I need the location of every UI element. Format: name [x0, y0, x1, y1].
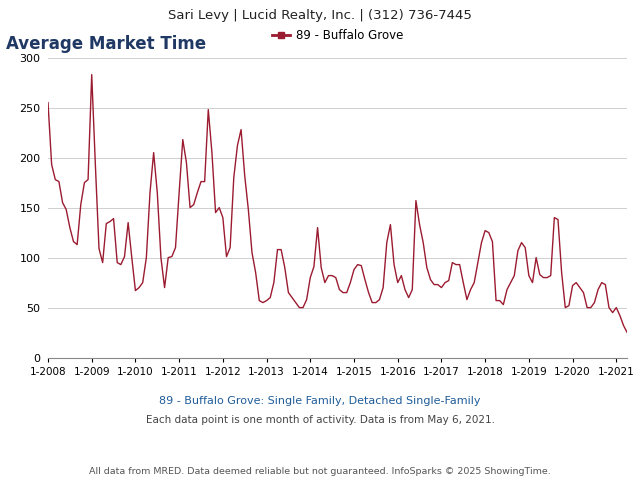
Legend: 89 - Buffalo Grove: 89 - Buffalo Grove: [268, 24, 408, 47]
Text: Each data point is one month of activity. Data is from May 6, 2021.: Each data point is one month of activity…: [145, 415, 495, 425]
Text: Average Market Time: Average Market Time: [6, 35, 207, 53]
Text: All data from MRED. Data deemed reliable but not guaranteed. InfoSparks © 2025 S: All data from MRED. Data deemed reliable…: [89, 467, 551, 476]
Text: Sari Levy | Lucid Realty, Inc. | (312) 736-7445: Sari Levy | Lucid Realty, Inc. | (312) 7…: [168, 9, 472, 22]
Text: 89 - Buffalo Grove: Single Family, Detached Single-Family: 89 - Buffalo Grove: Single Family, Detac…: [159, 396, 481, 406]
